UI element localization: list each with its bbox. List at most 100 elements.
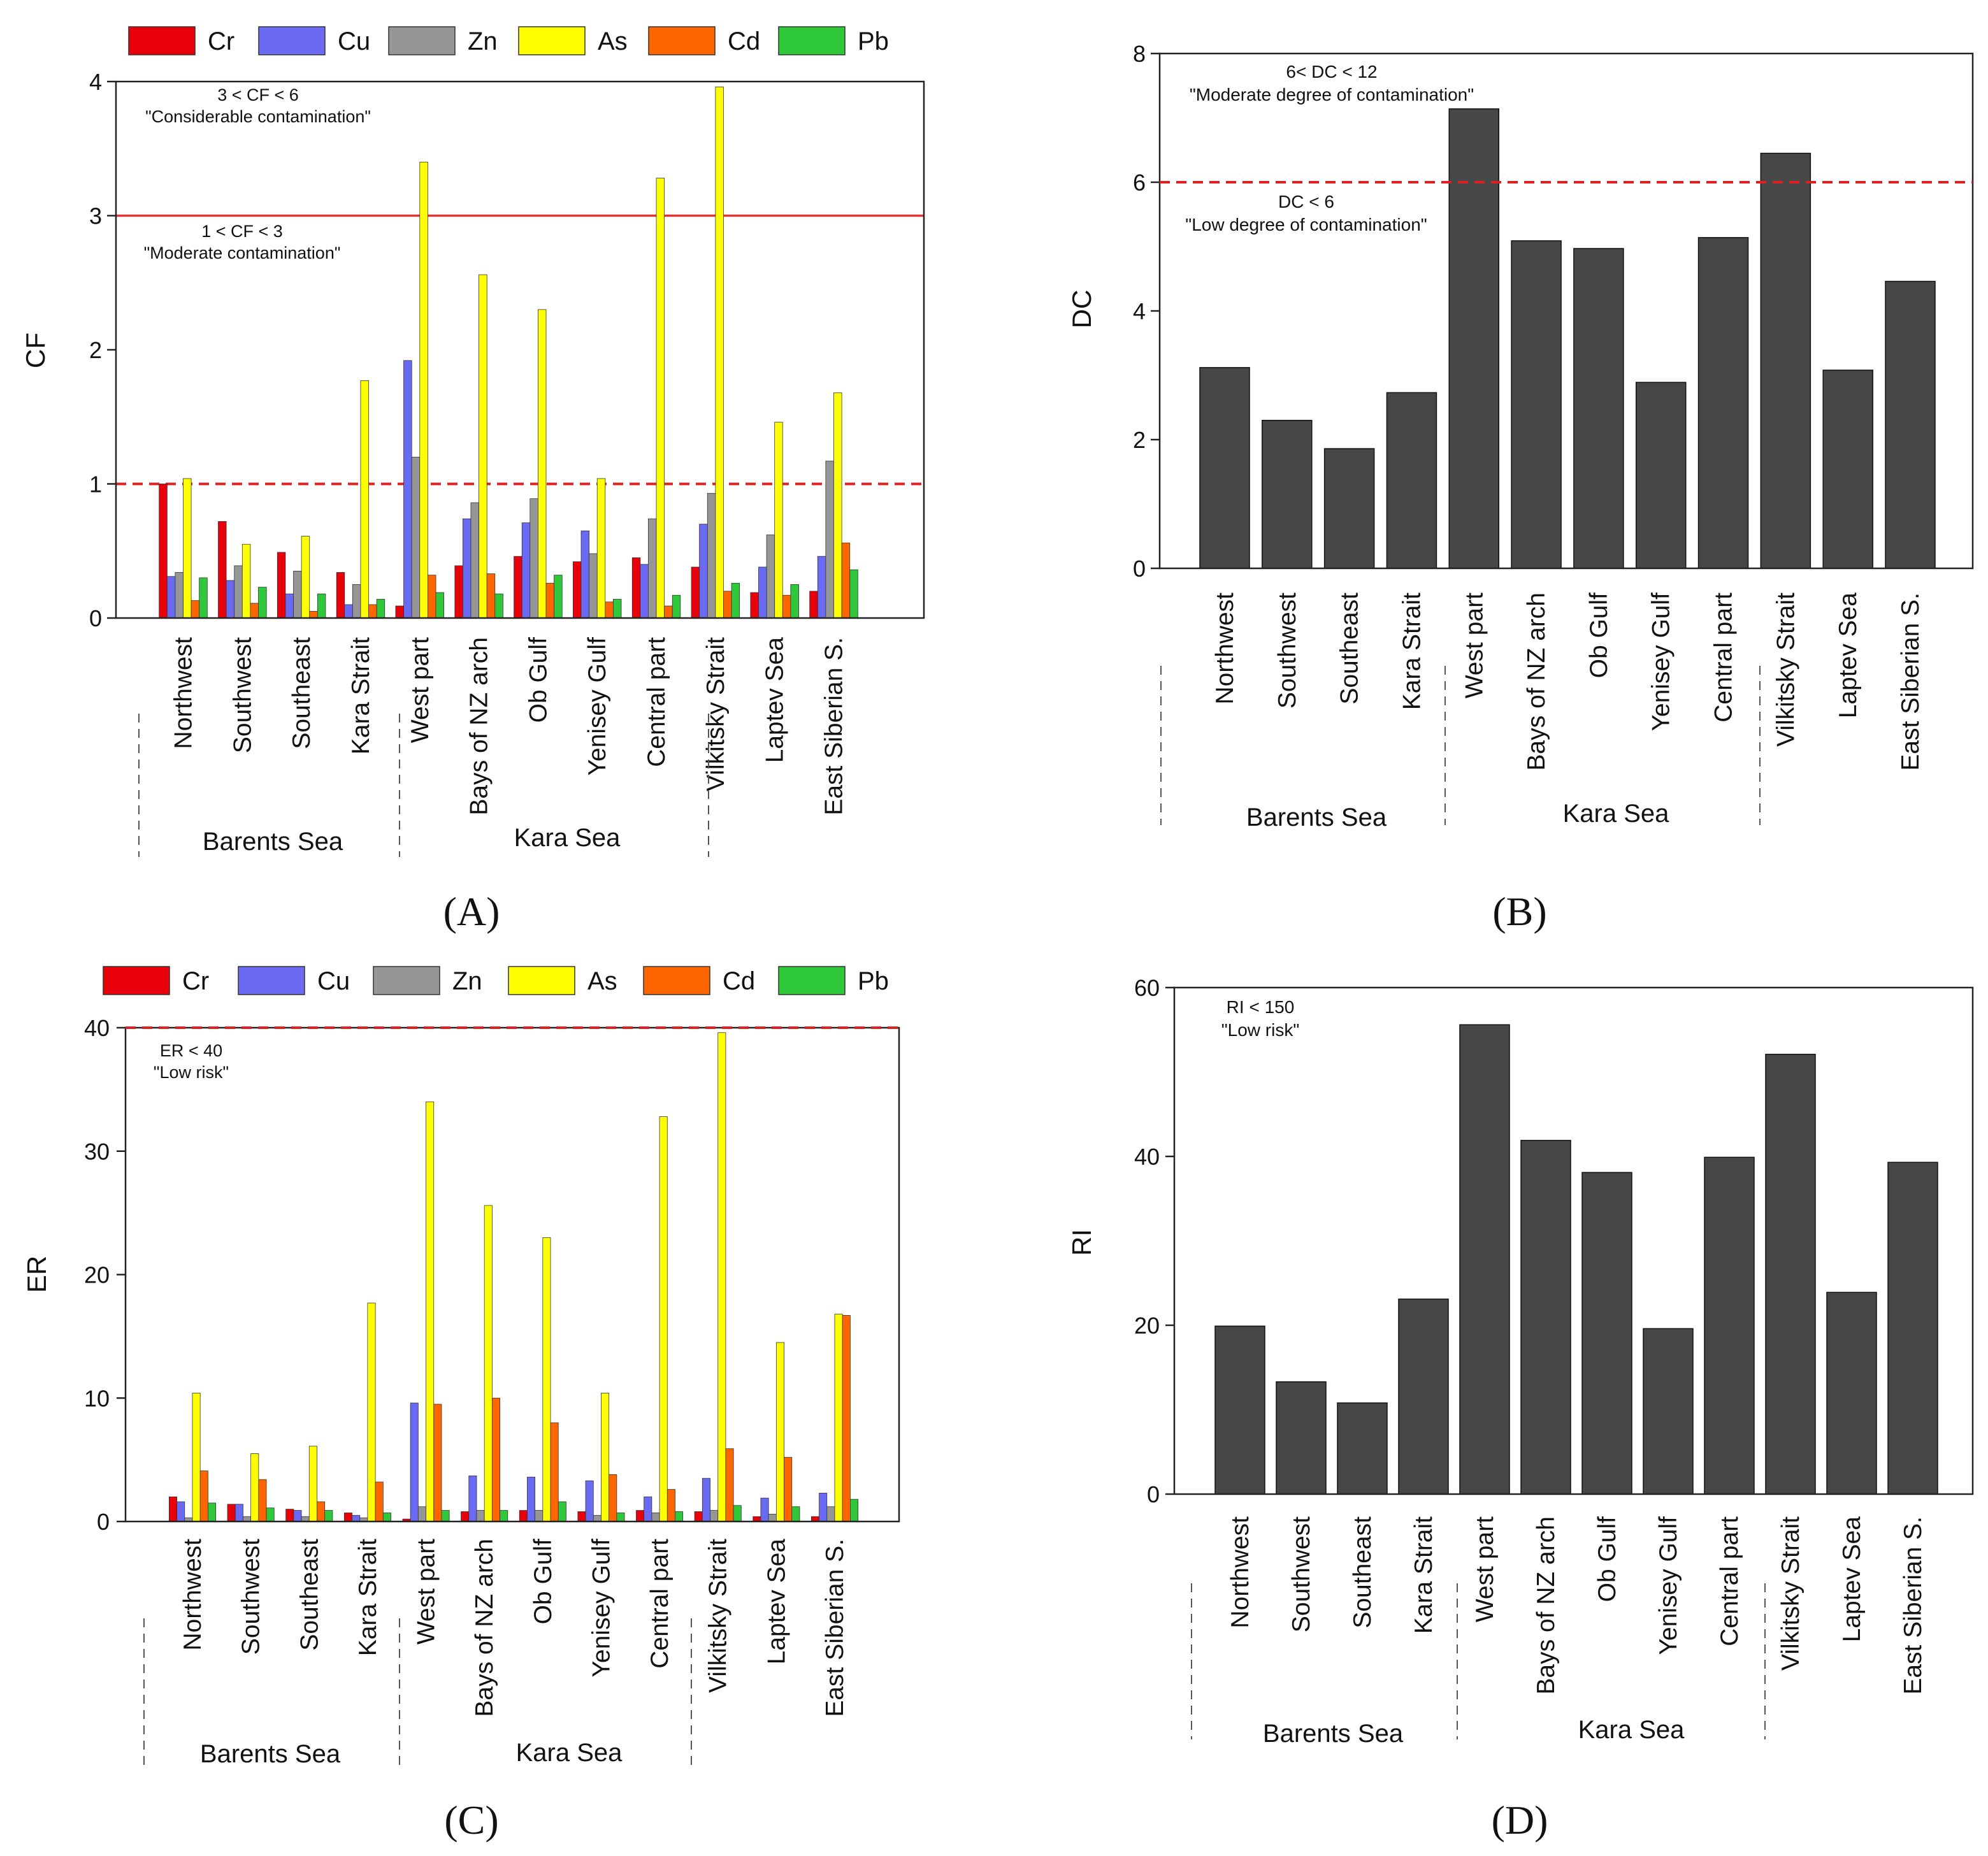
panel-c-bar-pb-southwest — [266, 1507, 275, 1522]
panel-a-ytick-label: 0 — [89, 605, 102, 631]
panel-d-bar-southeast — [1337, 1402, 1388, 1495]
panel-d-bar-yenisey-gulf — [1643, 1328, 1694, 1495]
panel-a-bar-as-kara-strait — [360, 380, 369, 619]
panel-b-ytick-label: 4 — [1133, 298, 1146, 324]
panel-c-category-label-central-part: Central part — [646, 1539, 673, 1669]
panel-c-bar-pb-central-part — [675, 1511, 684, 1522]
panel-a-bar-pb-central-part — [672, 594, 681, 619]
panel-c-category-label-laptev-sea: Laptev Sea — [763, 1539, 790, 1665]
panel-d-bar-central-part — [1704, 1156, 1755, 1495]
panel-a-category-labels: Northwest Southwest Southeast Kara Strait We… — [170, 637, 848, 816]
panel-d-category-labels: Northwest Southwest Southeast Kara Strait We… — [1227, 1516, 1927, 1695]
panel-a-bar-zn-southeast — [293, 570, 302, 619]
panel-c-bar-cd-southeast — [317, 1501, 326, 1522]
panel-c-bar-cu-northwest — [176, 1501, 185, 1522]
panel-c-bar-cr-vilkitsky-strait — [694, 1511, 703, 1522]
panel-a-region-barents: Barents Sea — [203, 828, 343, 856]
panel-c-category-label-yenisey-gulf: Yenisey Gulf — [587, 1539, 615, 1678]
panel-a-bar-cd-southwest — [250, 603, 259, 619]
panel-a-bar-zn-central-part — [648, 518, 657, 619]
panel-a-bar-cd-bays-of-nz-arch — [486, 573, 496, 619]
panel-a-bar-cr-kara-strait — [336, 572, 345, 619]
panel-c-bar-zn-central-part — [651, 1513, 660, 1522]
panel-c-bar-cr-northwest — [168, 1496, 177, 1522]
legend-a-label-cr: Cr — [208, 27, 234, 55]
legend-a-swatch-cu — [258, 26, 326, 55]
panel-b-ytick-label: 8 — [1133, 41, 1146, 67]
panel-a-bar-cu-ob-gulf — [521, 522, 531, 619]
panel-b-bar-ob-gulf — [1573, 248, 1624, 569]
panel-c-bar-cd-central-part — [666, 1489, 675, 1522]
panel-a-bar-cr-central-part — [631, 557, 641, 619]
panel-a-bar-pb-southeast — [317, 593, 326, 619]
panel-a-bar-cu-northwest — [166, 576, 176, 619]
panel-c-category-label-bays-of-nz-arch: Bays of NZ arch — [471, 1539, 498, 1717]
panel-a-bar-cd-west-part — [427, 575, 436, 619]
panel-a-bar-as-southeast — [301, 536, 310, 619]
panel-a-bar-cu-southwest — [226, 580, 235, 619]
panel-a-bar-cd-southeast — [309, 611, 318, 619]
panel-a-ytick-label: 1 — [89, 471, 102, 498]
panel-d-bar-bays-of-nz-arch — [1520, 1140, 1571, 1495]
panel-d-plot-frame — [1173, 986, 1974, 1495]
panel-a-bar-zn-laptev-sea — [766, 535, 775, 619]
panel-c-ytick-label: 40 — [84, 1015, 110, 1041]
panel-c-bar-pb-east-siberian-s — [850, 1499, 859, 1522]
panel-c-letter: C — [458, 1797, 486, 1843]
panel-a-bar-cu-kara-strait — [344, 604, 353, 619]
panel-a-bar-as-laptev-sea — [774, 422, 783, 619]
panel-c-bar-cu-east-siberian-s — [819, 1493, 828, 1522]
panel-c-bar-pb-bays-of-nz-arch — [500, 1510, 508, 1522]
panel-a-letter: A — [457, 889, 486, 934]
panel-c-bar-pb-ob-gulf — [558, 1501, 566, 1522]
panel-a-bar-zn-kara-strait — [352, 584, 361, 619]
panel-a-category-label-yenisey-gulf: Yenisey Gulf — [584, 637, 611, 776]
panel-a-category-label-laptev-sea: Laptev Sea — [761, 637, 789, 763]
panel-a-bar-cr-west-part — [395, 605, 404, 619]
panel-d-category-label-kara-strait: Kara Strait — [1410, 1516, 1437, 1634]
panel-c-bar-zn-laptev-sea — [768, 1513, 777, 1522]
legend-a-label-cd: Cd — [728, 27, 760, 55]
panel-a-bar-cr-vilkitsky-strait — [691, 566, 700, 619]
panel-a-label: (A) — [443, 889, 500, 934]
panel-c-bar-cu-southwest — [234, 1504, 243, 1522]
panel-b-region-barents: Barents Sea — [1246, 803, 1387, 831]
panel-c-bar-cu-southeast — [293, 1510, 302, 1522]
panel-b-bars — [1199, 108, 1936, 569]
panel-a-bar-pb-southwest — [258, 587, 267, 619]
panel-a-bar-cu-central-part — [640, 564, 649, 619]
panel-c-bar-as-southwest — [250, 1453, 259, 1522]
panel-a-bar-pb-kara-strait — [376, 599, 385, 619]
panel-a-yaxis: 0 1 2 3 4 — [89, 69, 116, 631]
panel-c-bar-cd-laptev-sea — [784, 1457, 793, 1522]
panel-a-bar-zn-vilkitsky-strait — [707, 493, 716, 619]
panel-a-bar-zn-east-siberian-s — [825, 461, 834, 619]
panel-a-bar-pb-bays-of-nz-arch — [494, 593, 503, 619]
panel-a-bar-zn-southwest — [234, 565, 243, 619]
legend-a-label-cu: Cu — [338, 27, 370, 55]
panel-a-bar-cu-southeast — [285, 593, 294, 619]
panel-c-bar-cd-northwest — [199, 1471, 208, 1522]
panel-a-bar-cr-northwest — [159, 484, 168, 619]
panel-b-label: (B) — [1492, 889, 1546, 934]
legend-c-label-cd: Cd — [723, 967, 755, 995]
panel-a-bar-cr-southeast — [277, 552, 286, 619]
panel-c-bar-cu-kara-strait — [352, 1514, 361, 1522]
panel-b-bar-west-part — [1448, 108, 1500, 569]
panel-c-bar-pb-southeast — [324, 1510, 333, 1522]
panel-c-bar-cr-kara-strait — [343, 1513, 352, 1522]
panel-c-bar-zn-ob-gulf — [535, 1510, 544, 1522]
panel-c-region-barents: Barents Sea — [200, 1740, 341, 1768]
panel-b-annotation-1-line2: "Moderate degree of contamination" — [1190, 85, 1474, 104]
panel-c-bar-cr-yenisey-gulf — [577, 1511, 586, 1522]
legend-c-swatch-pb — [778, 966, 846, 995]
panel-a-annotation-1-line1: 3 < CF < 6 — [217, 85, 299, 104]
panel-a-bar-pb-west-part — [435, 592, 444, 619]
panel-c-bar-zn-east-siberian-s — [826, 1506, 835, 1522]
panel-c-bar-cr-southwest — [227, 1504, 236, 1522]
panel-c-bar-pb-northwest — [207, 1502, 216, 1522]
panel-a-category-label-southwest: Southwest — [229, 637, 256, 753]
panel-c-bar-zn-west-part — [417, 1506, 426, 1522]
panel-d-bars — [1214, 1024, 1938, 1495]
panel-c-category-label-southwest: Southwest — [238, 1539, 265, 1655]
